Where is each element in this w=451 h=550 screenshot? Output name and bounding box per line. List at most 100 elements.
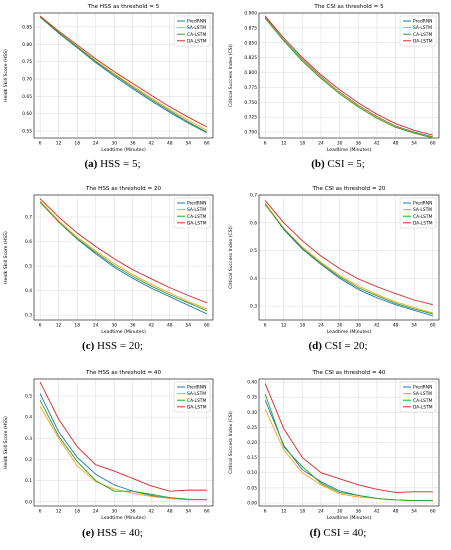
legend-label: DA-LSTM: [187, 38, 207, 44]
x-tick-label: 42: [374, 141, 380, 147]
y-tick-label: 0.725: [244, 115, 257, 121]
y-tick-label: 0.60: [22, 111, 32, 117]
series-line-ca-lstm: [264, 204, 433, 315]
y-axis-label: Heidk Skill Score (HSS): [3, 49, 9, 102]
caption-d: (d) CSI = 20;: [225, 340, 451, 352]
x-tick-label: 12: [56, 509, 62, 515]
y-tick-label: 0.00: [247, 500, 257, 506]
series-line-da-lstm: [39, 15, 208, 128]
x-tick-label: 60: [204, 509, 210, 515]
legend-label: SA-LSTM: [413, 207, 432, 213]
x-tick-label: 60: [204, 323, 210, 329]
x-tick-label: 54: [411, 509, 417, 515]
caption-b: (b) CSI = 5;: [225, 158, 451, 170]
legend-label: PredRNN: [413, 19, 432, 25]
x-tick-label: 60: [430, 141, 436, 147]
series-line-predrnn: [264, 399, 433, 502]
series-line-da-lstm: [39, 381, 207, 492]
y-tick-label: 0.80: [22, 42, 32, 48]
x-tick-label: 36: [130, 141, 136, 147]
panel-d: The CSI as threshold = 20 6 12 18 24 30 36 42 48…: [225, 182, 451, 362]
chart-title: The HSS as threshold = 20: [85, 186, 162, 192]
chart-csi-20: The CSI as threshold = 20 6 12 18 24 30 36 42 48…: [228, 186, 440, 335]
panel-f: The CSI as threshold = 40 6 12 18 24 30 36 42 48…: [225, 366, 451, 550]
y-tick-label: 0.10: [247, 470, 257, 476]
x-tick-label: 48: [167, 323, 173, 329]
caption-text: HSS = 5;: [100, 158, 141, 170]
y-tick-label: 0.4: [25, 415, 32, 421]
x-tick-label: 36: [130, 323, 136, 329]
y-tick-label: 0.900: [244, 11, 257, 17]
legend-label: PredRNN: [187, 385, 206, 391]
x-tick-label: 48: [393, 141, 399, 147]
y-tick-label: 0.825: [244, 55, 257, 61]
x-tick-label: 6: [39, 141, 42, 147]
x-tick-label: 18: [300, 323, 306, 329]
chart-title: The CSI as threshold = 40: [312, 370, 386, 376]
y-tick-label: 0.65: [22, 94, 32, 100]
chart-title: The HSS as threshold = 40: [85, 370, 162, 376]
legend-box: [173, 15, 211, 47]
y-tick-label: 0.3: [250, 304, 257, 310]
y-tick-label: 0.05: [247, 485, 257, 491]
x-tick-label: 54: [186, 141, 192, 147]
x-tick-label: 54: [411, 323, 417, 329]
legend-box: [399, 15, 437, 47]
y-tick-label: 0.35: [247, 395, 257, 401]
x-tick-label: 18: [74, 141, 80, 147]
x-tick-label: 30: [111, 141, 117, 147]
x-tick-label: 18: [74, 323, 80, 329]
x-tick-label: 30: [337, 323, 343, 329]
x-tick-label: 48: [167, 509, 173, 515]
x-tick-label: 36: [356, 323, 362, 329]
y-tick-label: 0.3: [25, 436, 32, 442]
y-tick-label: 0.775: [244, 85, 257, 91]
caption-c: (c) HSS = 20;: [0, 340, 225, 352]
plot-frame: [258, 12, 440, 139]
legend-box: [399, 197, 437, 229]
series-line-predrnn: [264, 203, 433, 317]
series-line-da-lstm: [264, 200, 433, 306]
series-line-ca-lstm: [39, 399, 207, 501]
x-tick-label: 18: [74, 509, 80, 515]
y-tick-label: 0.5: [25, 393, 32, 399]
y-tick-label: 0.20: [247, 440, 257, 446]
legend-label: CA-LSTM: [413, 398, 432, 404]
y-tick-label: 0.850: [244, 40, 257, 46]
x-tick-label: 24: [93, 509, 99, 515]
caption-text: CSI = 40;: [323, 527, 367, 539]
plot-frame: [258, 378, 440, 507]
x-tick-label: 12: [56, 323, 62, 329]
chart-title: The CSI as threshold = 5: [313, 4, 384, 10]
series-line-da-lstm: [39, 198, 207, 304]
y-tick-label: 0.700: [244, 130, 257, 136]
legend-label: PredRNN: [187, 19, 206, 25]
y-tick-label: 0.7: [250, 193, 257, 199]
caption-text: CSI = 5;: [327, 158, 365, 170]
y-tick-label: 0.5: [25, 264, 32, 270]
y-tick-label: 0.5: [250, 248, 257, 254]
y-axis-label: Critical Success Index (CSI): [228, 226, 234, 289]
legend-label: SA-LSTM: [187, 207, 206, 213]
caption-text: HSS = 40;: [97, 527, 143, 539]
x-tick-label: 6: [264, 323, 267, 329]
caption-label: (e): [82, 527, 95, 539]
x-tick-label: 48: [167, 141, 173, 147]
y-tick-label: 0.30: [247, 410, 257, 416]
legend-label: CA-LSTM: [413, 214, 432, 220]
chart-title: The HSS as threshold = 5: [87, 4, 160, 10]
y-tick-label: 0.875: [244, 25, 257, 31]
series-line-ca-lstm: [264, 393, 433, 502]
x-tick-label: 36: [130, 509, 136, 515]
y-tick-label: 0.15: [247, 455, 257, 461]
y-axis-label: Heidk Skill Score (HSS): [3, 231, 9, 284]
series-line-ca-lstm: [39, 202, 208, 312]
x-axis-label: Leadtime (Minutes): [101, 515, 146, 521]
legend-label: PredRNN: [413, 201, 432, 207]
legend-label: PredRNN: [413, 385, 432, 391]
y-tick-label: 0.75: [22, 59, 32, 65]
y-tick-label: 0.750: [244, 100, 257, 106]
panel-e: The HSS as threshold = 40 6 12 18 24 30 36 42 48…: [0, 366, 225, 550]
series-line-sa-lstm: [264, 409, 433, 502]
legend-label: SA-LSTM: [187, 25, 206, 31]
